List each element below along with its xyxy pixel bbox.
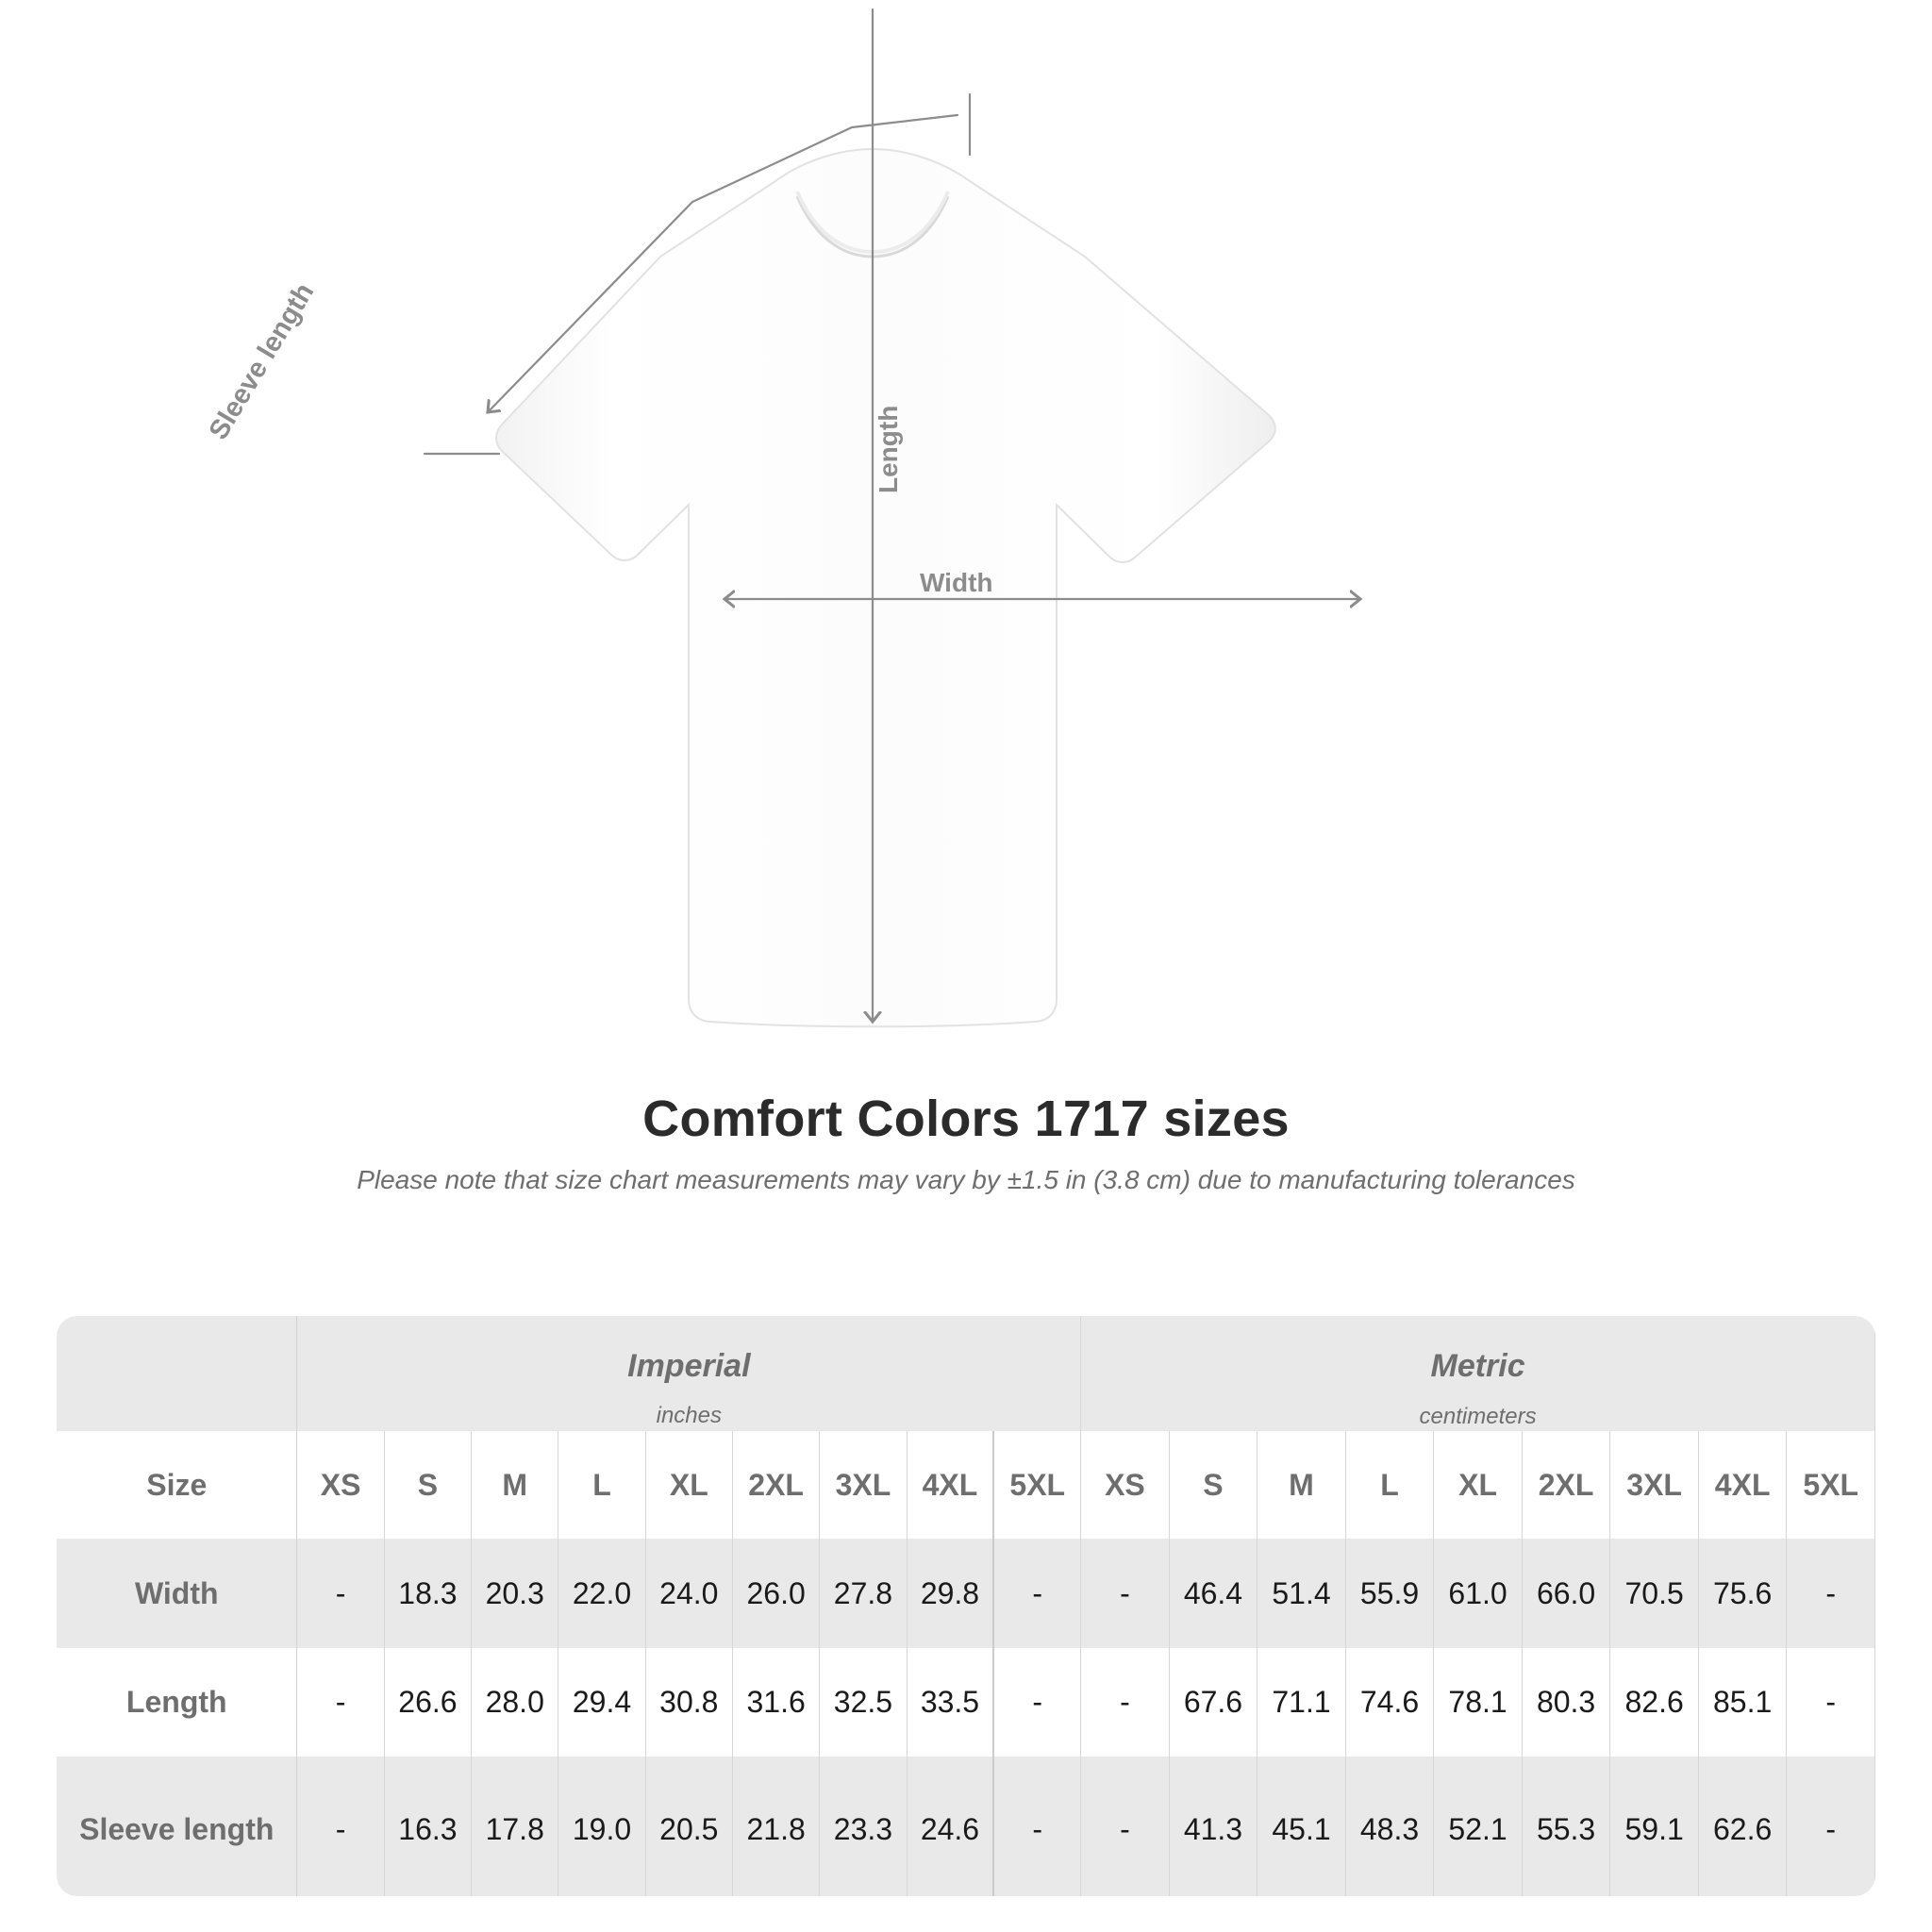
svg-text:Width: Width: [920, 568, 993, 597]
svg-text:Length: Length: [874, 406, 903, 493]
svg-text:Sleeve length: Sleeve length: [204, 278, 321, 445]
